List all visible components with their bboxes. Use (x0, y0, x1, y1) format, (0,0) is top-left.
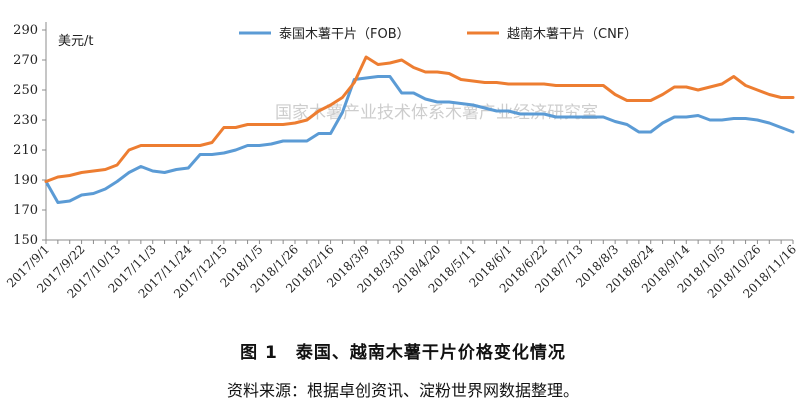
y-axis-ticks: 150 170 190 210 230 250 270 290 (13, 23, 46, 248)
legend: 泰国木薯干片（FOB） 越南木薯干片（CNF） (239, 26, 637, 42)
y-tick-label: 210 (13, 143, 38, 158)
watermark: 国家木薯产业技术体系木薯产业经济研究室 (275, 103, 598, 123)
price-line-chart: 150 170 190 210 230 250 270 290 2017/9/12017/9/… (4, 22, 799, 301)
series-line-2 (44, 55, 795, 183)
y-axis-unit-label: 美元/t (58, 34, 93, 49)
y-tick-label: 190 (13, 173, 38, 188)
y-tick-label: 250 (13, 83, 38, 98)
series-line-1 (44, 75, 795, 204)
legend-label-2: 越南木薯干片（CNF） (507, 26, 637, 42)
y-tick-label: 230 (13, 113, 38, 128)
x-axis-ticks: 2017/9/12017/9/222017/10/132017/11/32017… (4, 240, 799, 301)
y-tick-label: 290 (13, 23, 38, 38)
legend-label-1: 泰国木薯干片（FOB） (279, 27, 410, 42)
y-tick-label: 270 (13, 53, 38, 68)
y-tick-label: 170 (13, 203, 38, 218)
figure-source: 资料来源：根据卓创资讯、淀粉世界网数据整理。 (226, 381, 579, 400)
chart-axes (45, 22, 793, 241)
series-layer (44, 55, 795, 204)
y-tick-label: 150 (13, 233, 38, 248)
figure-title: 图 1 泰国、越南木薯干片价格变化情况 (240, 343, 566, 363)
